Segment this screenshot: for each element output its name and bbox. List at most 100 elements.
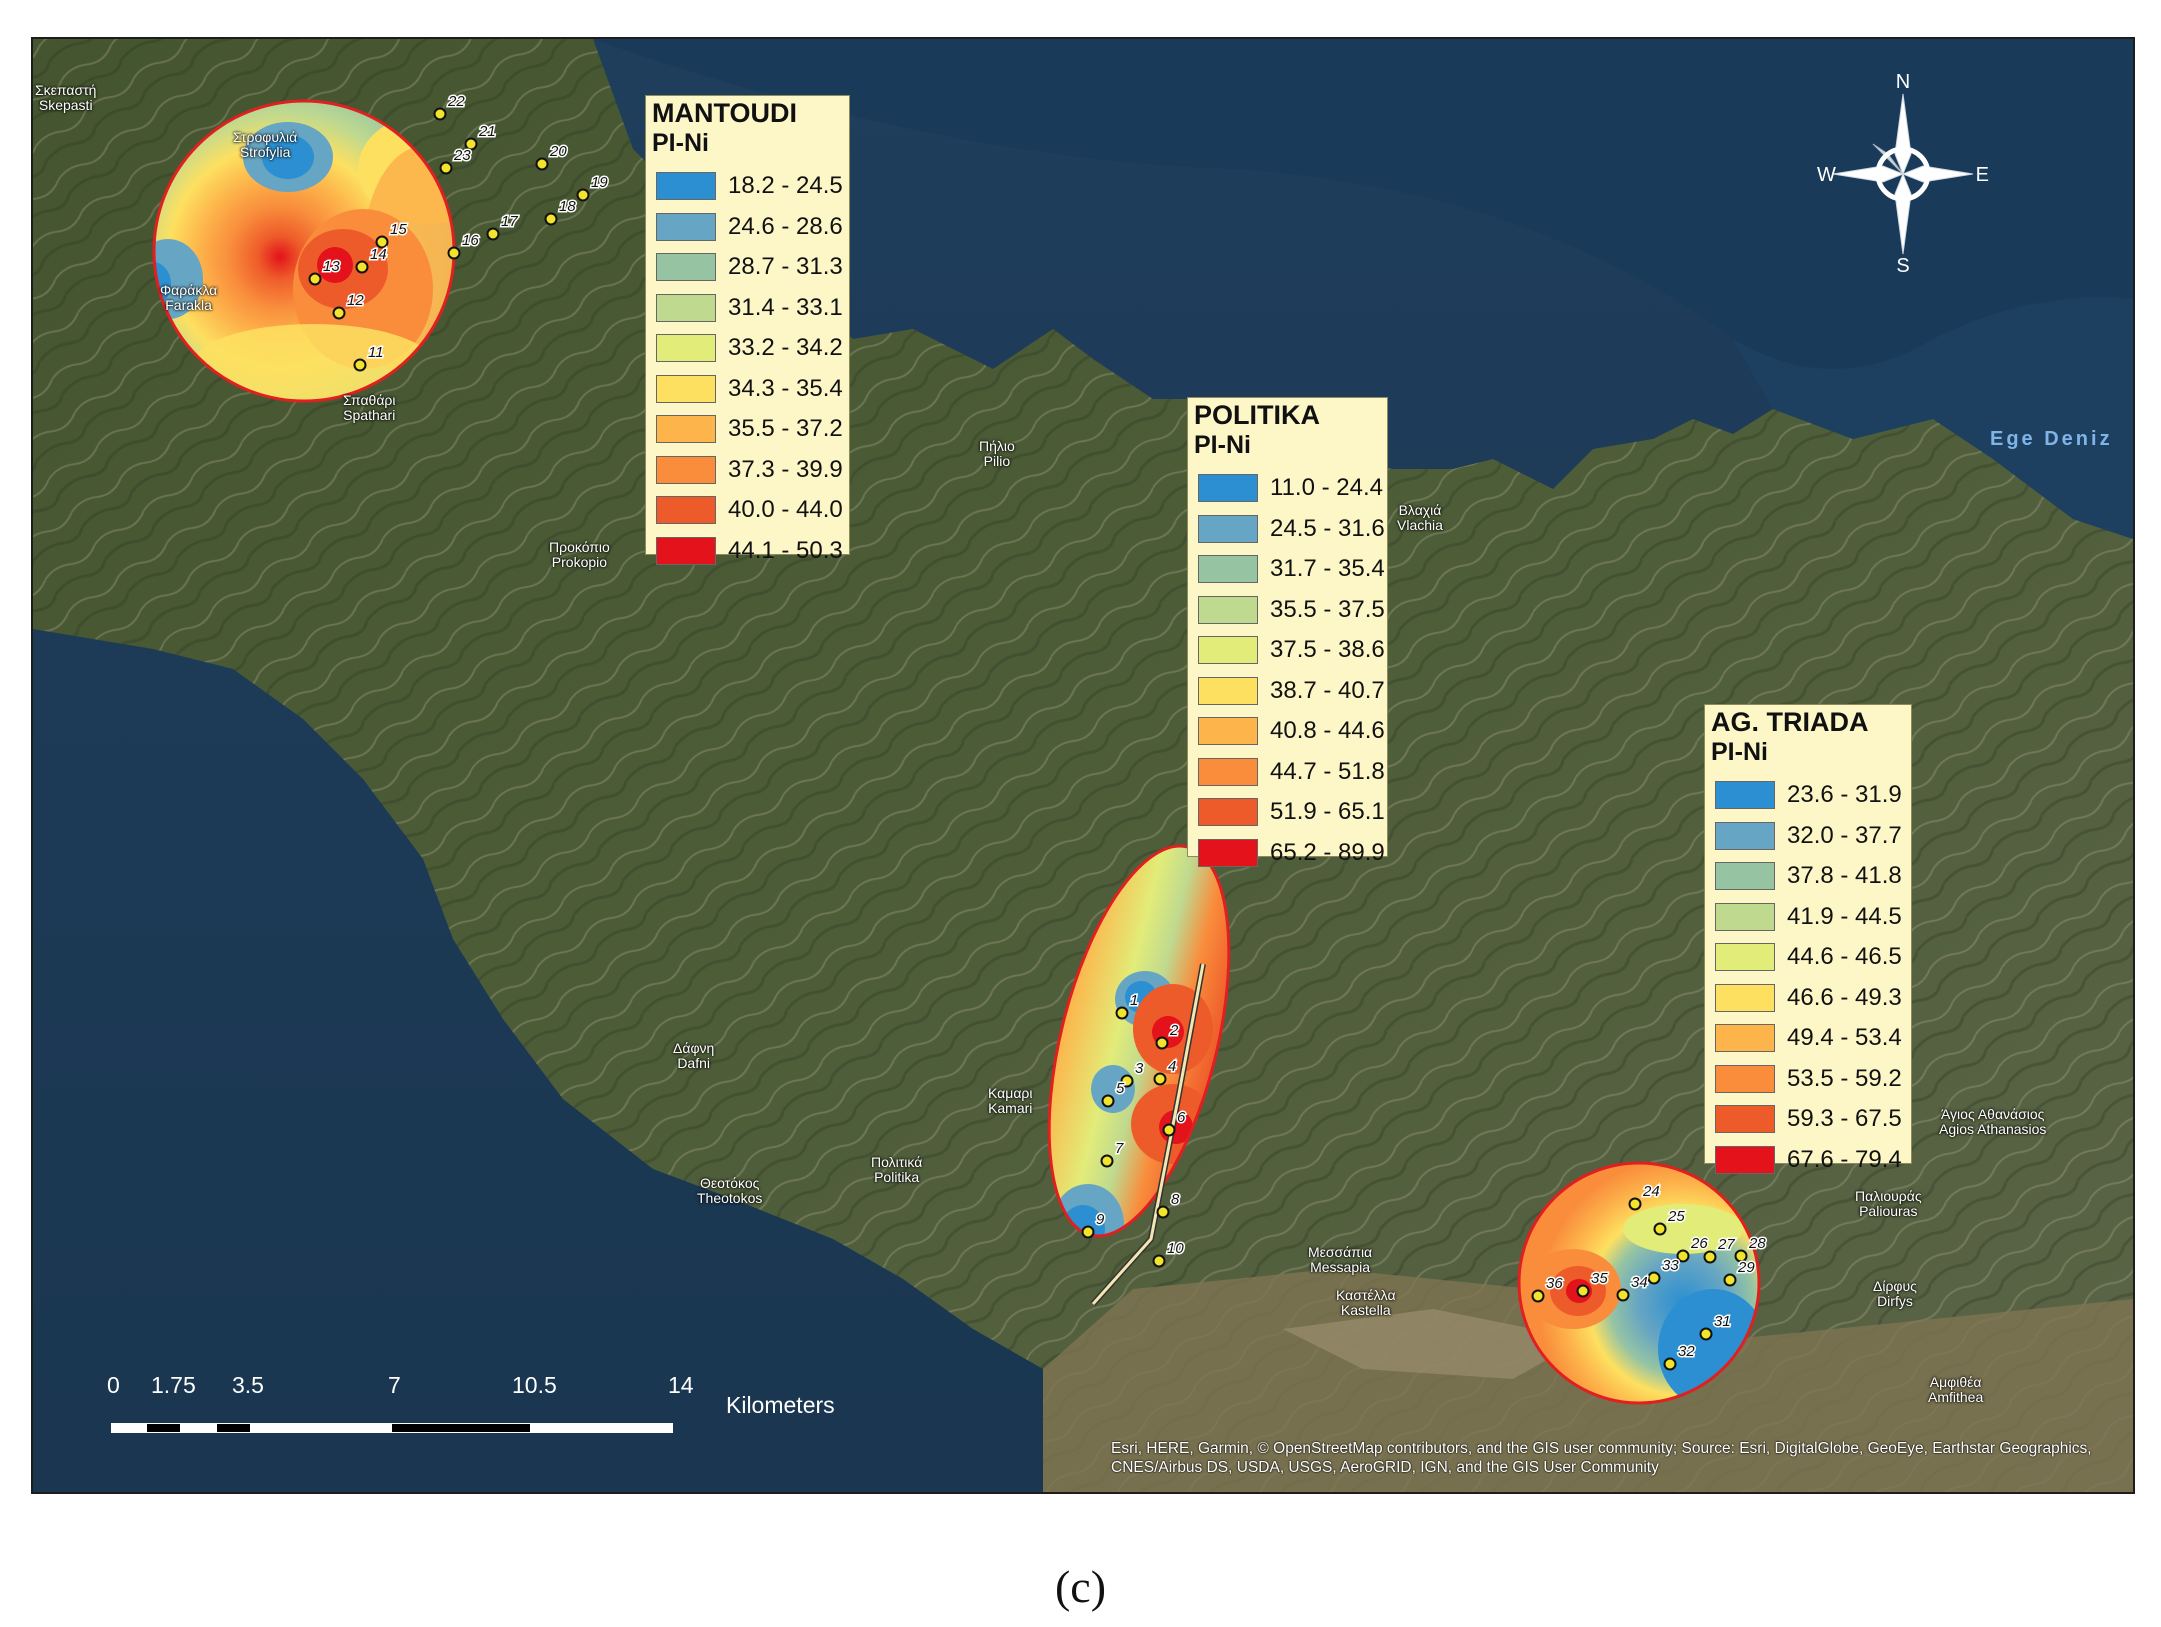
sample-point[interactable]: 22 xyxy=(433,92,467,121)
sample-point-marker[interactable] xyxy=(1723,1273,1737,1287)
sample-point-marker[interactable] xyxy=(308,272,322,286)
sample-point-marker[interactable] xyxy=(1162,1123,1176,1137)
sample-point[interactable]: 32 xyxy=(1663,1342,1697,1371)
sample-point-marker[interactable] xyxy=(1647,1271,1661,1285)
sample-point[interactable]: 17 xyxy=(486,212,520,241)
legend-swatch xyxy=(656,253,716,282)
sample-point-marker[interactable] xyxy=(464,137,478,151)
sample-point-marker[interactable] xyxy=(535,157,549,171)
sample-point-marker[interactable] xyxy=(1101,1094,1115,1108)
sample-point-marker[interactable] xyxy=(433,107,447,121)
sample-point-marker[interactable] xyxy=(1663,1357,1677,1371)
sample-point[interactable]: 25 xyxy=(1653,1207,1687,1236)
sample-point[interactable]: 19 xyxy=(576,173,610,202)
sample-point-label: 8 xyxy=(1171,1191,1180,1208)
sample-point[interactable]: 24 xyxy=(1628,1182,1661,1211)
place-label-spathari: Σπαθάρι Spathari xyxy=(343,392,396,423)
sample-point[interactable]: 29 xyxy=(1723,1258,1757,1287)
sample-point[interactable]: 8 xyxy=(1156,1190,1182,1219)
sample-point-marker[interactable] xyxy=(375,235,389,249)
legend-swatch xyxy=(656,496,716,525)
sample-point[interactable]: 36 xyxy=(1531,1274,1565,1303)
sample-point[interactable]: 31 xyxy=(1699,1312,1732,1341)
legend-range-label: 51.9 - 65.1 xyxy=(1270,798,1385,826)
sample-point[interactable]: 14 xyxy=(355,245,388,274)
sample-point-marker[interactable] xyxy=(1115,1006,1129,1020)
sample-point[interactable]: 33 xyxy=(1647,1256,1681,1285)
sample-point[interactable]: 18 xyxy=(544,197,578,226)
sample-point[interactable]: 11 xyxy=(353,343,385,372)
sample-point[interactable]: 4 xyxy=(1153,1057,1178,1086)
sample-point-marker[interactable] xyxy=(1152,1254,1166,1268)
sample-point[interactable]: 35 xyxy=(1576,1269,1610,1298)
sample-point-marker[interactable] xyxy=(1676,1249,1690,1263)
sample-point[interactable]: 26 xyxy=(1676,1234,1710,1263)
compass-e: E xyxy=(1976,164,1989,186)
place-label-strofylia: Στροφυλιά Strofylia xyxy=(233,129,298,160)
sample-point[interactable]: 5 xyxy=(1101,1079,1127,1108)
legend-range-label: 41.9 - 44.5 xyxy=(1787,902,1902,930)
sample-point[interactable]: 10 xyxy=(1152,1239,1186,1268)
sample-point[interactable]: 13 xyxy=(308,257,342,286)
place-label-paliouras: Παλιουράς Paliouras xyxy=(1855,1188,1922,1219)
map-frame[interactable]: 22 21 23 20 19 18 17 16 15 14 13 12 11 1 2 3 4 5 6 7 8 9 10 24 2… xyxy=(31,37,2135,1494)
sample-point-marker[interactable] xyxy=(1576,1284,1590,1298)
sample-point-marker[interactable] xyxy=(1703,1250,1717,1264)
sample-point-marker[interactable] xyxy=(1531,1289,1545,1303)
sample-point-marker[interactable] xyxy=(1100,1154,1114,1168)
sample-point-marker[interactable] xyxy=(1153,1072,1167,1086)
sample-point[interactable]: 16 xyxy=(447,231,481,260)
legend-swatch xyxy=(656,172,716,201)
sample-point-marker[interactable] xyxy=(439,161,453,175)
compass-n: N xyxy=(1896,74,1910,93)
sample-point[interactable]: 1 xyxy=(1115,991,1140,1020)
sample-point[interactable]: 2 xyxy=(1155,1021,1181,1050)
sample-point-label: 27 xyxy=(1717,1236,1735,1253)
sample-point-marker[interactable] xyxy=(447,246,461,260)
sample-point[interactable]: 12 xyxy=(332,291,366,320)
sample-point[interactable]: 9 xyxy=(1081,1210,1107,1239)
sample-point[interactable]: 23 xyxy=(439,146,473,175)
sample-point[interactable]: 7 xyxy=(1100,1139,1126,1168)
sample-point-label: 29 xyxy=(1737,1259,1755,1276)
place-label-agios-athanasios: Άγιος Αθανάσιος Agios Athanasios xyxy=(1939,1106,2047,1137)
sample-point-marker[interactable] xyxy=(544,212,558,226)
sample-point-marker[interactable] xyxy=(1699,1327,1713,1341)
sample-point-marker[interactable] xyxy=(1156,1205,1170,1219)
sample-point-marker[interactable] xyxy=(353,358,367,372)
legend-range-label: 40.0 - 44.0 xyxy=(728,496,843,524)
sample-point-marker[interactable] xyxy=(576,188,590,202)
legend-class-row: 32.0 - 37.7 xyxy=(1705,816,1911,857)
sample-point[interactable]: 34 xyxy=(1616,1273,1649,1302)
sample-point-marker[interactable] xyxy=(1155,1036,1169,1050)
sample-point-marker[interactable] xyxy=(1653,1222,1667,1236)
legend-range-label: 49.4 - 53.4 xyxy=(1787,1024,1902,1052)
sample-point-marker[interactable] xyxy=(1628,1197,1642,1211)
sample-point-marker[interactable] xyxy=(486,227,500,241)
sample-point-label: 13 xyxy=(323,258,340,275)
sample-point-label: 17 xyxy=(501,213,518,230)
legend-class-row: 46.6 - 49.3 xyxy=(1705,978,1911,1019)
sample-point-marker[interactable] xyxy=(332,306,346,320)
sample-point-marker[interactable] xyxy=(1120,1074,1134,1088)
sample-point-label: 5 xyxy=(1116,1080,1125,1097)
sample-point-marker[interactable] xyxy=(1616,1288,1630,1302)
sample-point[interactable]: 27 xyxy=(1703,1235,1737,1264)
sample-point-marker[interactable] xyxy=(355,260,369,274)
sample-point-label: 26 xyxy=(1690,1235,1708,1252)
sample-point[interactable]: 15 xyxy=(375,220,409,249)
sample-point-marker[interactable] xyxy=(1081,1225,1095,1239)
sample-point[interactable]: 6 xyxy=(1162,1108,1188,1137)
compass-rose-icon: N S W E xyxy=(1817,74,1989,274)
sample-point-label: 14 xyxy=(370,246,387,263)
mountain-texture xyxy=(33,39,2133,1492)
sample-point[interactable]: 3 xyxy=(1120,1059,1146,1088)
scale-segment xyxy=(391,1423,531,1433)
sample-point[interactable]: 20 xyxy=(535,142,569,171)
sample-point[interactable]: 21 xyxy=(464,122,497,151)
sample-point-marker[interactable] xyxy=(1734,1249,1748,1263)
legend-swatch xyxy=(656,212,716,241)
legend-class-row: 44.7 - 51.8 xyxy=(1188,752,1387,793)
sample-point[interactable]: 28 xyxy=(1734,1234,1768,1263)
